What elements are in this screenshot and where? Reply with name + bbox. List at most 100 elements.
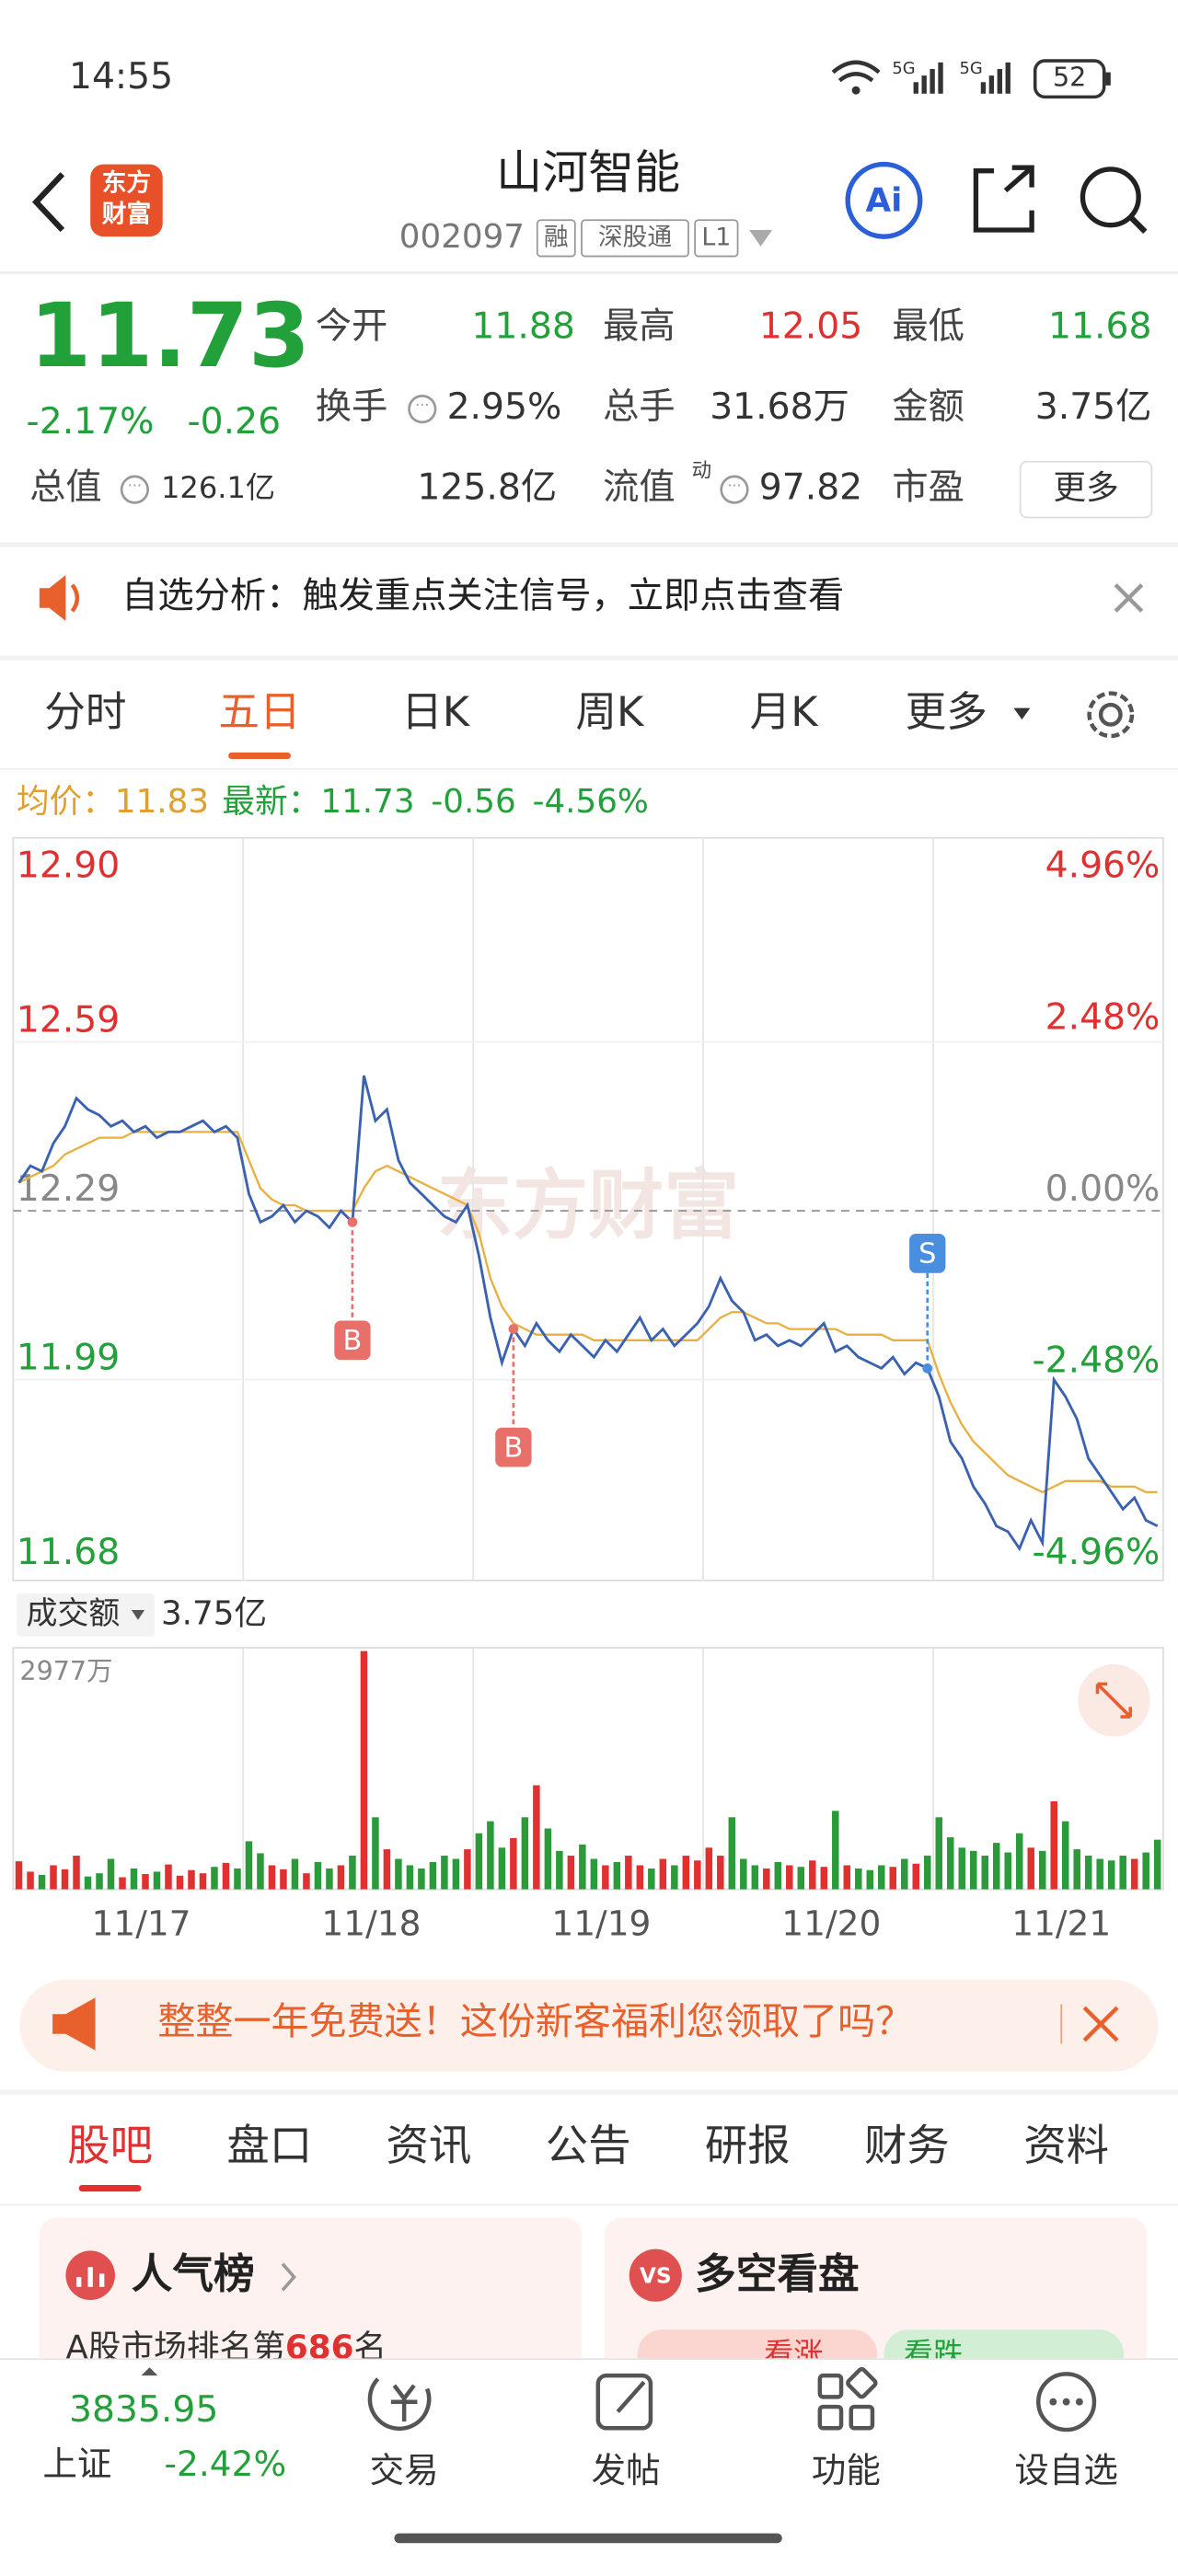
- nav-item[interactable]: 发帖: [592, 2450, 661, 2490]
- dropdown-arrow[interactable]: [749, 230, 773, 247]
- chart-tab[interactable]: 分时: [44, 688, 126, 736]
- volume-selector[interactable]: [16, 1593, 155, 1637]
- tag-box: [694, 219, 739, 258]
- share-button[interactable]: [973, 165, 1034, 233]
- speaker-wave: [70, 583, 80, 613]
- volume-bar: [349, 1856, 356, 1890]
- index-value[interactable]: 3835.95: [69, 2389, 218, 2431]
- volume-bar: [659, 1858, 667, 1890]
- trade-point: [922, 1363, 933, 1374]
- volume-bar: [245, 1841, 253, 1890]
- field-value: 11.68: [1048, 306, 1151, 348]
- card-icon-bars: [76, 2267, 105, 2287]
- chart-tab[interactable]: 月K: [750, 688, 820, 736]
- trade-badge[interactable]: [909, 1233, 946, 1273]
- volume-bar: [1050, 1800, 1057, 1890]
- volume-bar: [130, 1868, 138, 1890]
- x-tick-label: 11/18: [321, 1903, 421, 1943]
- card-icon-text: VS: [640, 2263, 672, 2288]
- settings-icon[interactable]: [1087, 691, 1135, 739]
- content-tab[interactable]: 研报: [705, 2121, 791, 2170]
- y2-tick-label: 0.00%: [1045, 1168, 1161, 1210]
- change: -0.26: [188, 401, 282, 443]
- more-button[interactable]: [1019, 460, 1153, 519]
- promo-banner[interactable]: [19, 1979, 1159, 2072]
- volume-bar: [786, 1865, 793, 1890]
- trade-label: S: [918, 1238, 936, 1271]
- volume-bar: [671, 1865, 678, 1890]
- close-notice[interactable]: [1114, 583, 1144, 613]
- latest: 11.73: [320, 783, 414, 821]
- volume-bar: [498, 1847, 506, 1890]
- volume-bar: [153, 1871, 161, 1890]
- volume-bar: [119, 1877, 126, 1890]
- content-tab[interactable]: 财务: [864, 2121, 950, 2170]
- search-button[interactable]: [1080, 167, 1148, 234]
- volume-bar: [337, 1865, 345, 1890]
- chart-tab[interactable]: 周K: [575, 688, 645, 736]
- dropdown-arrow: [131, 1610, 145, 1620]
- content-tab[interactable]: 资讯: [387, 2121, 472, 2170]
- index-change: -2.42%: [165, 2444, 287, 2484]
- volume-bar: [981, 1856, 988, 1890]
- content-tab[interactable]: 盘口: [226, 2121, 312, 2170]
- volume-bar: [1015, 1833, 1023, 1890]
- last-price: 11.73: [29, 284, 310, 387]
- content-tab[interactable]: 股吧: [67, 2121, 153, 2170]
- info-icon[interactable]: [720, 475, 749, 504]
- notice-text[interactable]: 自选分析：触发重点关注信号，立即点击查看: [121, 575, 844, 616]
- info-icon[interactable]: [120, 475, 150, 504]
- field-value: 11.88: [471, 306, 574, 348]
- volume-bar: [705, 1847, 713, 1890]
- field-value: 97.82: [759, 467, 862, 509]
- watchlist-icon: [1036, 2372, 1097, 2432]
- x-tick-label: 11/17: [92, 1903, 191, 1943]
- chart-tab[interactable]: 五日: [218, 688, 300, 736]
- nav-item[interactable]: 功能: [812, 2450, 881, 2490]
- info-icon[interactable]: [408, 395, 437, 424]
- volume-bar: [96, 1873, 103, 1890]
- volume-bar: [510, 1837, 517, 1890]
- price-line: [17, 1075, 1159, 1552]
- content-tab[interactable]: 公告: [546, 2121, 631, 2170]
- volume-bar: [912, 1863, 920, 1890]
- chart-tab[interactable]: 更多: [906, 688, 987, 736]
- divider: [0, 542, 1178, 547]
- volume-bar: [199, 1873, 207, 1890]
- volume-bar: [1027, 1847, 1034, 1890]
- volume-bar: [946, 1837, 954, 1890]
- summary: 均价：11.83 最新：11.73 -0.56 -4.56%: [17, 783, 649, 821]
- trade-badge[interactable]: [495, 1427, 532, 1467]
- field-label: 今开: [316, 306, 388, 348]
- volume-bar: [1038, 1850, 1046, 1890]
- y-tick-label: 11.99: [17, 1338, 120, 1379]
- close-promo[interactable]: [1082, 2006, 1119, 2042]
- promo-icon: [52, 1997, 96, 2051]
- trade-badge[interactable]: [334, 1320, 371, 1361]
- volume-bar: [280, 1869, 287, 1890]
- volume-bar: [176, 1875, 184, 1890]
- volume-bar: [544, 1828, 552, 1890]
- volume-bar: [1084, 1856, 1092, 1890]
- tag: L1: [701, 223, 731, 251]
- ai-button[interactable]: [845, 161, 923, 239]
- tag-box: [536, 219, 576, 258]
- volume-bar: [924, 1856, 931, 1890]
- card[interactable]: [39, 2217, 582, 2383]
- nav-item[interactable]: 设自选: [1014, 2450, 1117, 2490]
- volume-bar: [567, 1856, 575, 1890]
- volume-bar: [751, 1865, 759, 1890]
- expand-button[interactable]: [1078, 1663, 1150, 1737]
- volume-bar: [211, 1867, 218, 1890]
- back-button[interactable]: [31, 172, 65, 233]
- nav-item[interactable]: 交易: [370, 2450, 439, 2490]
- info-dots: ···: [128, 477, 142, 494]
- x-tick-label: 11/21: [1011, 1903, 1111, 1943]
- svg-text:5G: 5G: [892, 59, 915, 78]
- volume-bar: [452, 1858, 460, 1890]
- volume-total: 3.75亿: [161, 1594, 267, 1632]
- content-tab[interactable]: 资料: [1023, 2121, 1109, 2170]
- chart-tab[interactable]: 日K: [401, 688, 471, 736]
- volume-bar: [533, 1785, 540, 1890]
- index-name: 上证: [42, 2444, 111, 2484]
